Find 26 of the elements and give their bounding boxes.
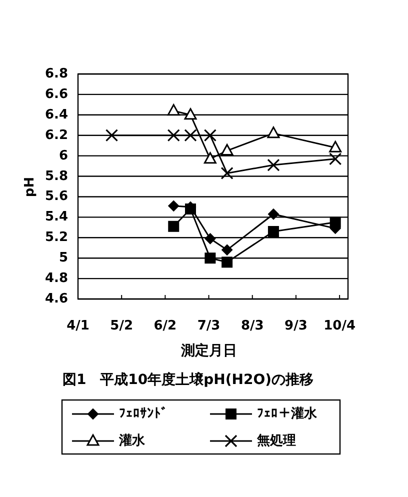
x-axis-title: 測定月日 (180, 342, 237, 359)
x-tick-label: 10/4 (324, 318, 356, 334)
y-tick-label: 5.2 (44, 230, 68, 246)
y-tick-label: 5.4 (44, 210, 68, 225)
x-tick-label: 7/3 (197, 318, 220, 334)
legend-label: ﾌｪﾛ＋灌水 (257, 406, 318, 422)
legend-label: 無処理 (256, 434, 296, 448)
x-tick-label: 8/3 (240, 318, 264, 334)
y-tick-label: 4.8 (44, 271, 68, 286)
y-tick-label: 6.2 (44, 128, 68, 143)
x-tick-label: 6/2 (154, 318, 177, 334)
x-tick-label: 5/2 (110, 318, 134, 334)
y-tick-label: 6.6 (44, 86, 68, 102)
text: 図1 平成10年度土壌pH(H2O)の推移 (62, 371, 314, 388)
y-tick-label: 6 (58, 148, 68, 164)
y-tick-label: 4.6 (44, 292, 68, 306)
y-tick-label: 6.8 (44, 66, 68, 82)
y-tick-label: 5 (58, 250, 68, 266)
y-axis-title: pH (22, 176, 38, 198)
y-tick-label: 6.4 (44, 107, 68, 122)
x-tick-label: 9/3 (284, 318, 308, 334)
y-tick-label: 5.6 (44, 189, 68, 204)
y-tick-label: 5.8 (44, 168, 68, 184)
legend-label: 灌水 (118, 434, 146, 448)
x-tick-label: 4/1 (66, 318, 90, 334)
legend-label: ﾌｪﾛｻﾝﾄﾞ (119, 406, 168, 422)
